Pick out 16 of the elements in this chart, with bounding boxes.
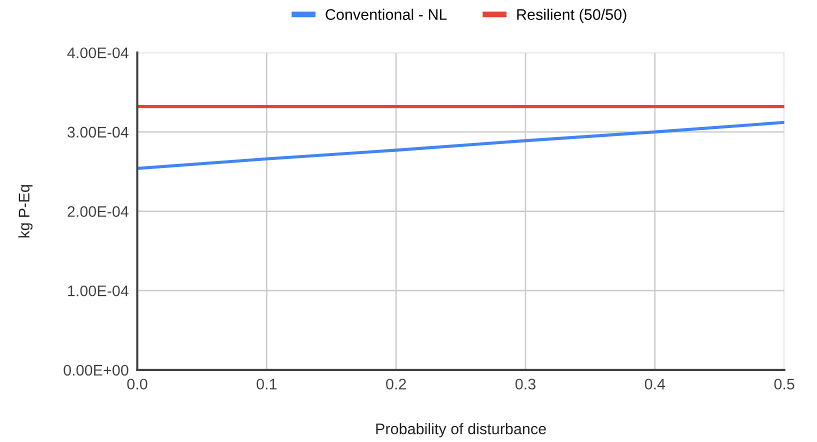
x-axis-title: Probability of disturbance <box>376 423 546 438</box>
line-series <box>137 120 784 170</box>
x-tick-label: 0.5 <box>774 378 794 390</box>
y-axis-title: kg P-Eq <box>18 185 33 238</box>
y-tick-label: 1.00E-04 <box>68 285 128 296</box>
x-tick-label: 0.4 <box>644 378 666 390</box>
legend-label: Conventional - NL <box>326 8 447 20</box>
y-tick-label: 3.00E-04 <box>68 126 128 138</box>
x-tick-label: 0.1 <box>256 378 277 390</box>
legend-label: Resilient (50/50) <box>517 8 626 23</box>
y-tick-label: 0.00E+00 <box>64 364 128 376</box>
x-tick-label: 0.2 <box>386 378 406 390</box>
x-tick-label: 0.3 <box>515 378 536 390</box>
x-tick-label: 0.0 <box>127 378 148 390</box>
y-tick-label: 4.00E-04 <box>67 47 128 58</box>
y-tick-label: 2.00E-04 <box>68 206 128 217</box>
